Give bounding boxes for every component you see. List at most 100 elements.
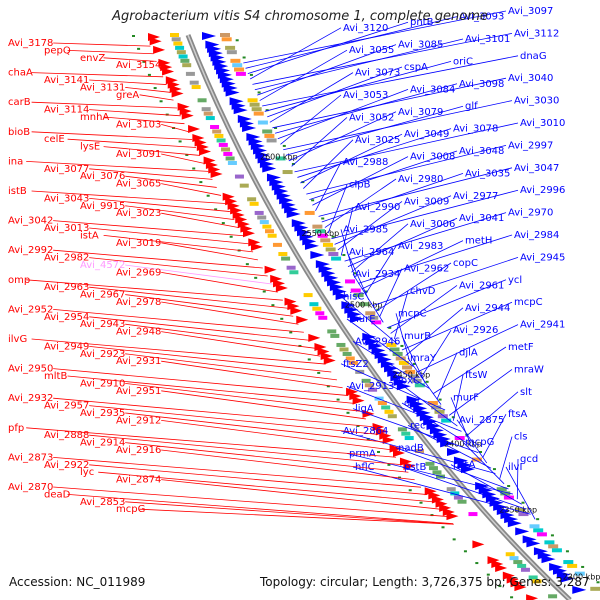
gene-label-left: istB <box>8 186 27 197</box>
cog-category-box <box>520 567 530 572</box>
gene-label-right: metF <box>508 342 534 353</box>
minus-strand-gene <box>320 351 333 360</box>
gene-label-right: ftsW <box>465 370 487 381</box>
label-connector-left <box>161 272 278 293</box>
feature-tick <box>536 518 540 521</box>
cog-category-box <box>405 369 416 374</box>
gene-label-right: Avi_3048 <box>459 146 504 157</box>
label-connector-right <box>340 206 354 256</box>
label-connector-right <box>482 414 507 459</box>
cog-category-box <box>235 71 246 76</box>
gene-label-right: nadB <box>398 443 424 454</box>
gene-label-left: Avi_2949 <box>44 341 89 352</box>
plus-strand-gene <box>262 164 277 173</box>
gene-label-left: Avi_3042 <box>8 216 53 227</box>
gene-label-right: Avi_3093 <box>459 12 504 23</box>
cog-category-box <box>230 58 241 63</box>
feature-tick <box>262 290 266 293</box>
minus-strand-gene <box>188 124 201 133</box>
cog-category-box <box>574 571 585 576</box>
gene-label-right: Avi_3073 <box>355 68 400 79</box>
gene-label-right: glf <box>465 101 478 112</box>
cog-category-box <box>384 409 394 414</box>
label-connector-right <box>407 425 492 469</box>
gene-label-right: Avi_3120 <box>343 23 388 34</box>
cog-category-box <box>514 507 525 512</box>
label-connector-left <box>103 116 185 125</box>
cog-category-box <box>590 586 600 591</box>
gene-label-left: Avi_2943 <box>80 319 125 330</box>
backbone-highlight <box>187 34 571 600</box>
label-connector-left <box>125 264 273 285</box>
minus-strand-gene <box>264 265 277 274</box>
cog-category-box <box>395 356 406 361</box>
label-connector-left <box>161 420 390 451</box>
feature-tick <box>479 450 483 453</box>
feature-tick <box>492 468 496 471</box>
minus-strand-gene <box>393 448 406 457</box>
feature-tick <box>326 385 330 388</box>
label-connector-left <box>161 390 366 420</box>
cog-category-box <box>232 63 243 68</box>
label-connector-left <box>53 368 349 396</box>
cog-category-box <box>532 579 542 584</box>
label-connector-right <box>352 341 430 389</box>
cog-category-box <box>249 201 259 206</box>
minus-strand-gene <box>346 387 359 396</box>
gene-label-right: Avi_3084 <box>410 84 455 95</box>
cog-category-box <box>173 41 183 46</box>
gene-label-left: chaA <box>8 68 33 79</box>
gene-label-left: carB <box>8 97 31 108</box>
plus-strand-gene <box>537 551 552 560</box>
label-connector-right <box>340 430 496 474</box>
feature-tick <box>486 573 490 576</box>
cog-category-box <box>450 491 460 496</box>
minus-strand-gene <box>352 396 365 405</box>
cog-category-box <box>282 170 293 175</box>
label-connector-right <box>420 329 452 378</box>
gene-label-left: Avi_2935 <box>80 408 125 419</box>
gene-label-right: Avi_3008 <box>410 152 455 163</box>
gene-label-right: Avi_2946 <box>355 336 400 347</box>
label-connector-left <box>159 65 162 70</box>
feature-tick <box>311 199 315 202</box>
gene-label-left: bioB <box>8 127 30 138</box>
feature-tick <box>346 411 350 414</box>
cog-category-box <box>345 279 356 284</box>
cog-category-box <box>221 37 232 42</box>
label-connector-right <box>401 335 426 384</box>
cog-category-box <box>364 383 374 388</box>
label-connector-right <box>303 139 354 189</box>
label-connector-right <box>358 234 513 284</box>
gene-label-right: Avi_2934 <box>355 269 400 280</box>
cog-category-box <box>210 124 220 129</box>
cog-category-box <box>257 215 267 220</box>
label-connector-right <box>417 324 519 373</box>
minus-strand-gene <box>502 571 515 580</box>
minus-strand-gene <box>510 579 523 588</box>
gene-label-left: Avi_2950 <box>8 364 53 375</box>
label-connector-left <box>89 168 213 180</box>
label-connector-right <box>462 441 505 485</box>
plus-strand-gene <box>560 574 575 583</box>
label-connector-left <box>139 94 174 101</box>
genome-summary-text: Topology: circular; Length: 3,726,375 bp… <box>260 575 590 589</box>
cog-category-box <box>517 563 527 568</box>
plus-strand-gene <box>515 527 530 536</box>
cog-category-box <box>453 495 463 500</box>
plus-strand-gene <box>310 251 325 260</box>
feature-tick <box>521 501 525 504</box>
cog-category-box <box>191 85 201 90</box>
plus-strand-gene <box>475 482 490 491</box>
cog-category-box <box>266 138 277 143</box>
feature-tick <box>388 326 392 329</box>
gene-label-left: lyc <box>80 467 94 478</box>
gene-label-left: Avi_2916 <box>116 445 161 456</box>
label-connector-left <box>89 464 428 495</box>
gene-label-left: Avi_3114 <box>44 105 89 116</box>
label-connector-right <box>346 385 462 432</box>
gene-label-right: Avi_3079 <box>398 107 443 118</box>
cog-category-box <box>286 265 296 270</box>
label-connector-right <box>375 262 452 312</box>
label-connector-right <box>318 167 513 217</box>
